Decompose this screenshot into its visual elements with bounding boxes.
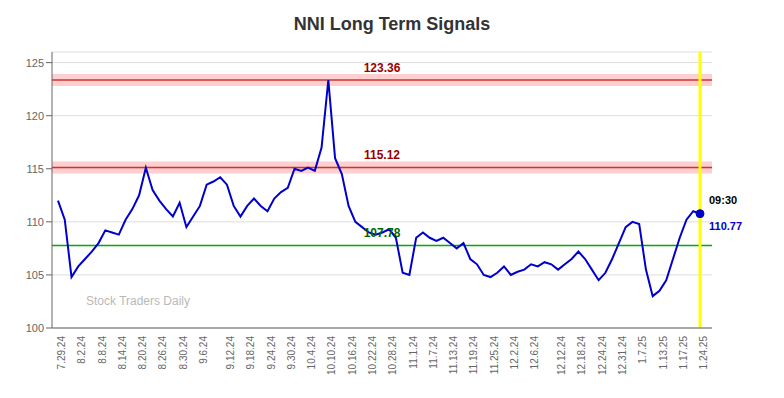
svg-text:10.4.24: 10.4.24 — [306, 336, 317, 370]
svg-text:8.30.24: 8.30.24 — [178, 336, 189, 370]
svg-text:11.19.24: 11.19.24 — [468, 336, 479, 375]
svg-text:110: 110 — [26, 216, 44, 228]
svg-text:8.14.24: 8.14.24 — [117, 336, 128, 370]
svg-text:11.25.24: 11.25.24 — [489, 336, 500, 375]
svg-text:125: 125 — [26, 57, 44, 69]
svg-text:11.1.24: 11.1.24 — [408, 336, 419, 369]
svg-text:115: 115 — [26, 163, 44, 175]
svg-text:11.7.24: 11.7.24 — [428, 336, 439, 369]
svg-text:10.10.24: 10.10.24 — [326, 336, 337, 375]
svg-text:110.77: 110.77 — [709, 220, 742, 232]
svg-text:9.6.24: 9.6.24 — [198, 336, 209, 364]
svg-text:107.78: 107.78 — [364, 226, 401, 240]
svg-text:8.8.24: 8.8.24 — [97, 336, 108, 364]
svg-text:12.6.24: 12.6.24 — [529, 336, 540, 370]
svg-text:1.17.25: 1.17.25 — [678, 336, 689, 370]
svg-text:09:30: 09:30 — [709, 194, 737, 206]
svg-text:12.24.24: 12.24.24 — [597, 336, 608, 375]
svg-text:1.24.25: 1.24.25 — [698, 336, 709, 370]
svg-text:12.18.24: 12.18.24 — [576, 336, 587, 375]
svg-text:8.2.24: 8.2.24 — [76, 336, 87, 364]
svg-text:9.18.24: 9.18.24 — [245, 336, 256, 370]
svg-text:12.12.24: 12.12.24 — [556, 336, 567, 375]
svg-text:8.26.24: 8.26.24 — [157, 336, 168, 370]
svg-text:10.28.24: 10.28.24 — [387, 336, 398, 375]
svg-text:11.13.24: 11.13.24 — [448, 336, 459, 375]
svg-text:8.20.24: 8.20.24 — [137, 336, 148, 370]
html-text:NNI Long Term Signals: NNI Long Term Signals — [293, 14, 491, 34]
svg-text:9.30.24: 9.30.24 — [286, 336, 297, 370]
svg-text:115.12: 115.12 — [364, 148, 400, 162]
svg-text:120: 120 — [26, 110, 44, 122]
svg-text:9.12.24: 9.12.24 — [225, 336, 236, 370]
svg-text:12.31.24: 12.31.24 — [617, 336, 628, 375]
svg-text:10.22.24: 10.22.24 — [367, 336, 378, 375]
svg-text:7.29.24: 7.29.24 — [56, 336, 67, 370]
svg-text:12.2.24: 12.2.24 — [509, 336, 520, 370]
svg-text:105: 105 — [26, 269, 44, 281]
svg-text:1.13.25: 1.13.25 — [658, 336, 669, 370]
svg-text:9.24.24: 9.24.24 — [266, 336, 277, 370]
svg-text:10.16.24: 10.16.24 — [347, 336, 358, 375]
svg-text:1.7.25: 1.7.25 — [637, 336, 648, 364]
html-text:Stock Traders Daily: Stock Traders Daily — [86, 294, 190, 308]
svg-text:123.36: 123.36 — [364, 61, 401, 75]
svg-text:100: 100 — [26, 322, 44, 334]
